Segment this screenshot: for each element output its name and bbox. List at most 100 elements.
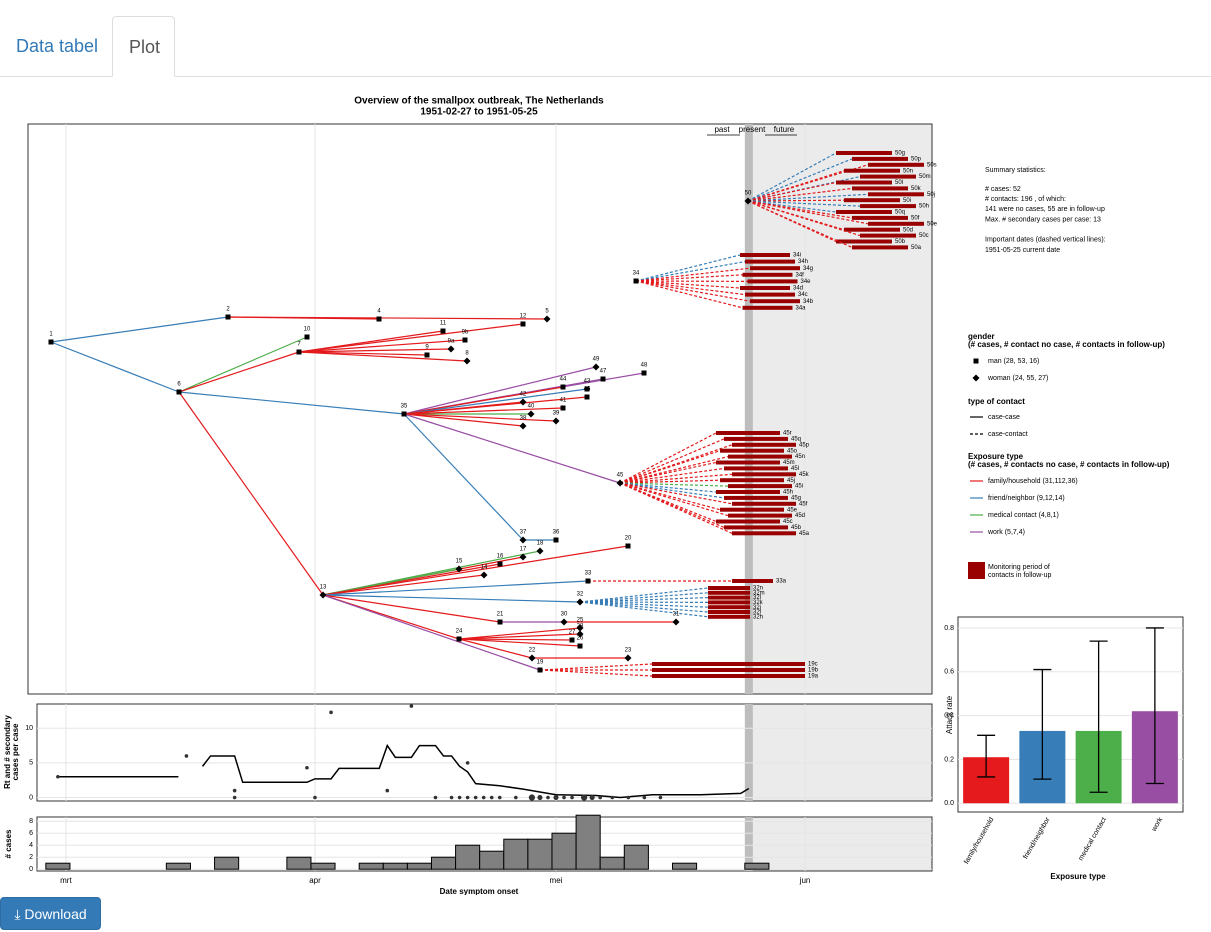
contact-edge [619,438,725,484]
histogram-bar [575,814,601,870]
x-tick-label: apr [309,876,321,885]
monitoring-bar [836,151,892,155]
legend-item: friend/neighbor (9,12,14) [988,495,1065,502]
case-node [641,370,647,376]
legend-subtitle: (# cases, # contact no case, # contacts … [968,340,1165,349]
legend-item: Monitoring period of [988,564,1050,571]
contact-label: 50n [903,168,913,174]
case-label: 15 [456,559,463,565]
legend-item: woman (24, 55, 27) [987,375,1048,382]
case-label: 7 [297,342,301,348]
contact-edge [579,592,709,603]
monitoring-bar [745,292,795,297]
monitoring-bar [745,259,795,264]
monitoring-bar [728,484,792,489]
case-label: 48 [641,363,648,369]
case-label: 45 [617,473,624,479]
rt-point [589,794,595,801]
y-tick-label: 0 [29,794,33,801]
case-node [520,321,526,327]
download-button[interactable]: ⤓ Download [0,897,101,930]
contact-label: 32k [753,600,764,606]
rt-point [184,754,189,758]
y-tick-label: 8 [29,818,33,825]
case-node [440,328,446,334]
rt-point [56,774,60,779]
case-node [480,571,488,579]
case-label: 13 [320,585,327,591]
transmission-edge [322,594,501,623]
contact-edge [539,669,653,677]
histogram-bar [382,862,408,870]
contact-label: 32j [753,605,761,611]
tab-active[interactable]: Plot [112,16,175,77]
contact-label: 45o [787,448,798,454]
case-label: 9a [448,339,455,345]
case-node [576,624,584,632]
case-node [585,578,591,584]
case-label: 30 [561,612,568,618]
monitoring-bar [720,478,784,483]
contact-label: 33a [776,579,787,585]
contact-label: 50k [911,186,922,192]
case-node [543,315,551,323]
case-node [497,619,503,625]
case-label: 38 [520,416,527,422]
transmission-edge [178,391,324,596]
legend-item: work (5,7,4) [987,529,1025,536]
x-tick-label: friend/neighbor [1022,816,1052,861]
tab-bar: Data tabel Plot [0,0,1211,77]
histogram-bar [45,862,71,870]
histogram-bar [551,832,577,870]
rt-point [232,788,237,793]
tab[interactable]: Data tabel [16,36,99,56]
x-tick-label: work [1150,816,1164,834]
case-node [424,352,430,358]
histogram-bar [744,862,770,870]
x-tick-label: family/household [963,816,995,865]
rt-point [553,794,559,801]
contact-label: 34e [801,279,812,285]
contact-label: 34i [793,253,801,259]
contact-edge [747,200,869,225]
contact-edge [635,280,751,302]
legend-item: man (28, 53, 16) [988,358,1039,365]
legend-key [968,562,985,579]
case-label: 10 [304,327,311,333]
legend-title: type of contact [968,397,1025,406]
legend-key [973,358,979,364]
contact-label: 34c [798,292,808,298]
contact-label: 32i [753,610,761,616]
rt-point [465,795,470,800]
monitoring-bar [860,204,916,209]
summary-line: # contacts: 196 , of which: [985,196,1066,203]
monitoring-bar [720,448,784,453]
case-node [319,591,327,599]
monitoring-bar [708,586,750,590]
case-label: 40 [528,404,535,410]
legend-item: case-case [988,414,1020,421]
case-node [376,316,382,322]
contact-label: 45q [791,436,801,442]
future-region [748,704,932,801]
case-label: 11 [440,321,447,327]
contact-edge [619,482,717,493]
download-label[interactable]: Download [24,906,87,922]
monitoring-bar [708,590,750,595]
error-bar [1033,668,1052,780]
contact-edge [747,200,853,248]
contact-label: 34d [793,286,803,292]
contact-edge [747,193,869,202]
rt-point [598,795,602,800]
histogram-bar [214,856,240,870]
contact-label: 45k [799,472,810,478]
rt-point [546,795,550,800]
transmission-edge [322,580,589,596]
histogram-bar [406,862,432,870]
transmission-edge [458,638,533,659]
rt-point [514,795,518,800]
y-axis-label: cases per case [11,723,20,780]
case-label: 5 [545,309,549,315]
monitoring-bar [868,162,924,167]
contact-label: 50l [895,180,903,186]
